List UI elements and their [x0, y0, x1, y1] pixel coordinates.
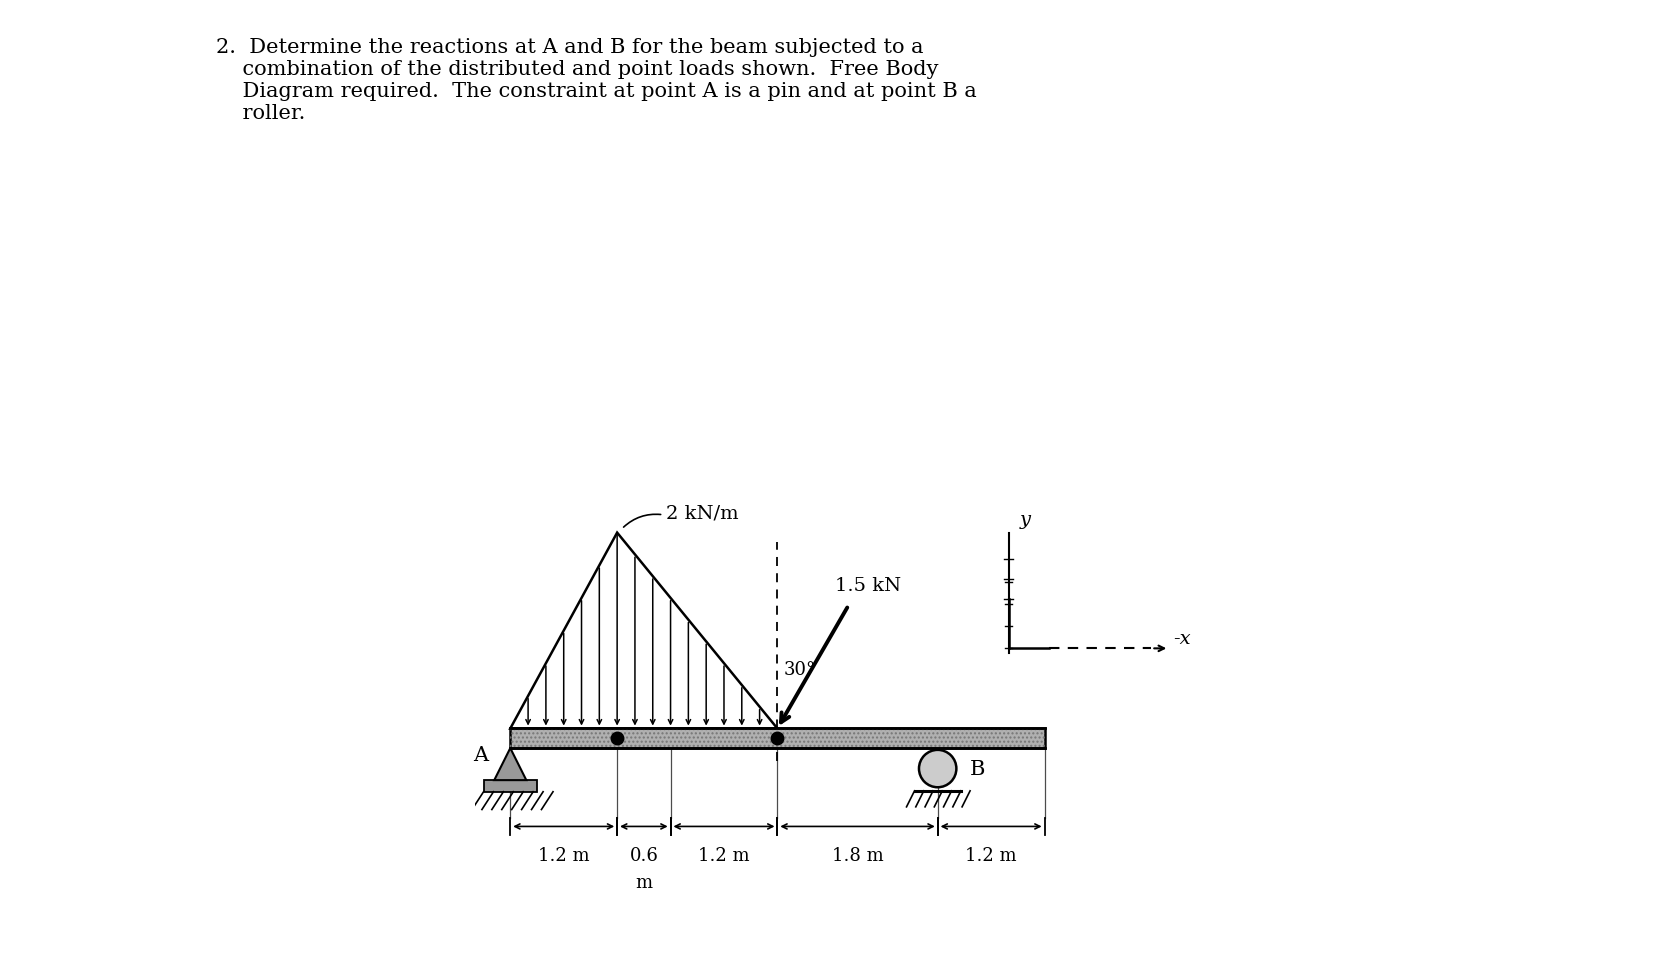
Text: 1.2 m: 1.2 m [537, 846, 589, 864]
Text: 1.2 m: 1.2 m [699, 846, 750, 864]
Text: 1.2 m: 1.2 m [965, 846, 1017, 864]
Text: y: y [1020, 511, 1030, 529]
Polygon shape [484, 781, 537, 792]
Polygon shape [494, 748, 526, 781]
Text: -x: -x [1173, 629, 1191, 647]
Text: 0.6: 0.6 [629, 846, 659, 864]
Text: B: B [970, 760, 985, 779]
Polygon shape [511, 533, 777, 729]
Text: m: m [636, 873, 652, 891]
Text: 1.5 kN: 1.5 kN [835, 577, 902, 595]
Text: 2.  Determine the reactions at A and B for the beam subjected to a
    combinati: 2. Determine the reactions at A and B fo… [216, 38, 977, 123]
Text: A: A [473, 745, 488, 764]
Text: 2 kN/m: 2 kN/m [666, 504, 739, 522]
Text: 1.8 m: 1.8 m [832, 846, 884, 864]
Polygon shape [511, 729, 1045, 748]
Circle shape [919, 750, 957, 787]
Text: 30°: 30° [784, 660, 815, 678]
